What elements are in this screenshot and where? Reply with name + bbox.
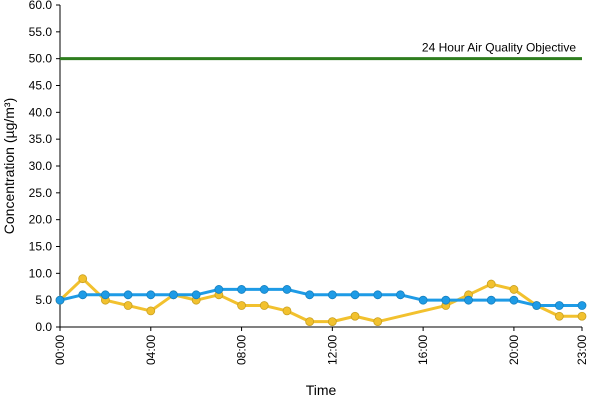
series-1-point — [146, 306, 156, 316]
series-2-point — [532, 301, 542, 310]
y-tick-label: 25.0 — [29, 186, 53, 200]
series-2-point — [282, 285, 292, 294]
series-2-point — [418, 295, 428, 305]
x-tick-label: 20:00 — [507, 335, 521, 365]
y-tick-label: 5.0 — [35, 293, 52, 307]
y-tick-label: 40.0 — [29, 105, 53, 119]
series-2-point — [259, 285, 269, 294]
x-tick-label: 16:00 — [416, 335, 430, 365]
series-2-point — [554, 301, 564, 310]
x-tick-label: 04:00 — [144, 335, 158, 365]
series-2-point — [327, 290, 337, 300]
series-2-point — [55, 295, 65, 305]
series-2-point — [237, 285, 246, 294]
series-2-point — [441, 295, 451, 305]
y-axis-title: Concentration (µg/m³) — [1, 98, 17, 234]
x-axis: 00:00 04:00 08:00 12:00 16:00 20:00 23:00 — [53, 326, 589, 365]
series-2-point — [191, 290, 201, 300]
series-2-point — [509, 295, 519, 305]
y-tick-label: 60.0 — [29, 0, 53, 12]
series-2-point — [169, 290, 178, 300]
series-2-point — [78, 290, 88, 300]
objective-line-group: 24 Hour Air Quality Objective — [60, 41, 582, 61]
series-1-point — [554, 311, 564, 321]
series-1-point — [123, 301, 133, 310]
y-tick-label: 45.0 — [29, 79, 53, 93]
x-tick-label: 08:00 — [235, 335, 249, 365]
series-1-point — [327, 317, 337, 327]
series-1-point — [509, 285, 519, 294]
x-tick-label: 00:00 — [53, 335, 67, 365]
series-1-point — [237, 301, 246, 310]
y-tick-label: 50.0 — [29, 52, 53, 66]
series-2-point — [396, 290, 405, 300]
series-2-point — [464, 295, 473, 305]
objective-label: 24 Hour Air Quality Objective — [422, 41, 576, 55]
series-2-point — [123, 290, 133, 300]
x-tick-label: 23:00 — [575, 335, 589, 365]
y-tick-label: 35.0 — [29, 132, 53, 146]
x-tick-label: 12:00 — [325, 335, 339, 365]
series-1-point — [78, 274, 88, 284]
series-1-line — [58, 277, 582, 324]
series-2-point — [100, 290, 110, 300]
series-2-point — [486, 295, 496, 305]
series-1-point — [373, 317, 383, 327]
series-1-point — [486, 279, 496, 289]
series-1-point — [282, 306, 292, 316]
series-2-point — [350, 290, 360, 300]
y-tick-label: 30.0 — [29, 159, 53, 173]
y-tick-label: 0.0 — [35, 320, 52, 334]
series-1-point — [305, 317, 315, 327]
x-axis-title: Time — [306, 382, 337, 398]
series-2-point — [305, 290, 315, 300]
series-1-point — [259, 301, 269, 310]
y-tick-label: 20.0 — [29, 213, 53, 227]
y-tick-label: 10.0 — [29, 266, 53, 280]
series-group — [55, 274, 587, 327]
y-tick-label: 15.0 — [29, 240, 53, 254]
series-1-point — [577, 311, 587, 321]
series-2-line — [59, 287, 582, 308]
series-1-point — [350, 311, 360, 321]
series-2-point — [214, 285, 224, 294]
series-2-point — [577, 301, 587, 310]
series-2-point — [146, 290, 156, 300]
series-2-point — [373, 290, 383, 300]
y-tick-label: 55.0 — [29, 25, 53, 39]
y-axis: 0.0 5.0 10.0 15.0 20.0 25.0 30.0 35.0 40.0 45.0 50… — [29, 0, 61, 334]
